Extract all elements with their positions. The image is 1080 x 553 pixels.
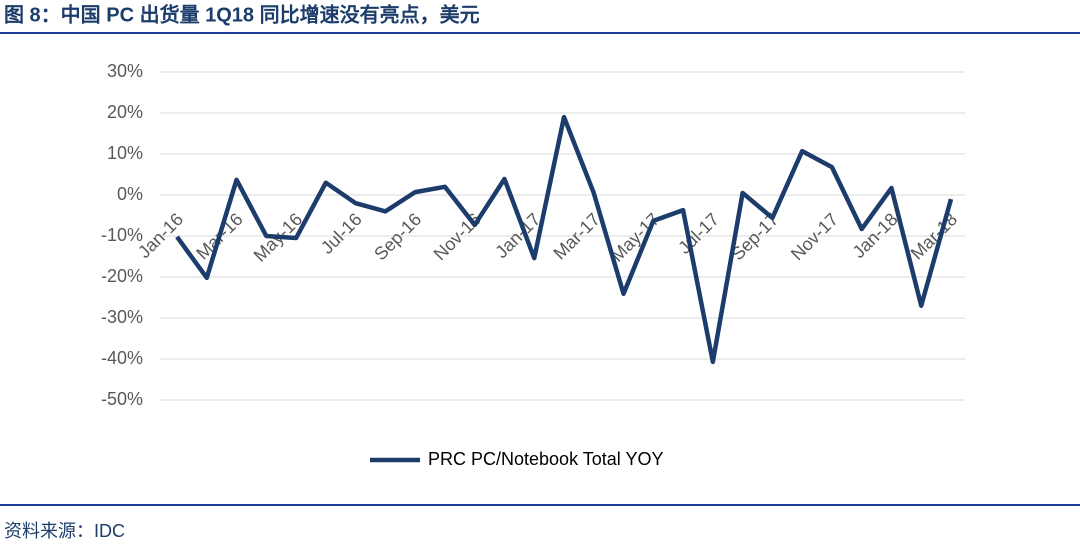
x-tick-label: Jul-17	[674, 209, 723, 258]
x-tick-label: Sep-16	[370, 209, 425, 264]
y-tick-label: 30%	[107, 61, 143, 81]
y-tick-label: -50%	[101, 389, 143, 409]
x-tick-label: Jul-16	[317, 209, 366, 258]
y-tick-label: 0%	[117, 184, 143, 204]
y-tick-label: -10%	[101, 225, 143, 245]
y-tick-label: -40%	[101, 348, 143, 368]
y-tick-label: -30%	[101, 307, 143, 327]
y-tick-label: 10%	[107, 143, 143, 163]
x-tick-label: Nov-16	[430, 209, 485, 264]
x-tick-label: May-17	[607, 209, 664, 266]
y-tick-label: -20%	[101, 266, 143, 286]
y-tick-label: 20%	[107, 102, 143, 122]
x-tick-label: Nov-17	[787, 209, 842, 264]
source: 资料来源：IDC	[4, 521, 125, 541]
series-line	[175, 114, 954, 365]
chart-title: 图 8：中国 PC 出货量 1Q18 同比增速没有亮点，美元	[4, 2, 480, 26]
legend-label: PRC PC/Notebook Total YOY	[428, 449, 663, 469]
